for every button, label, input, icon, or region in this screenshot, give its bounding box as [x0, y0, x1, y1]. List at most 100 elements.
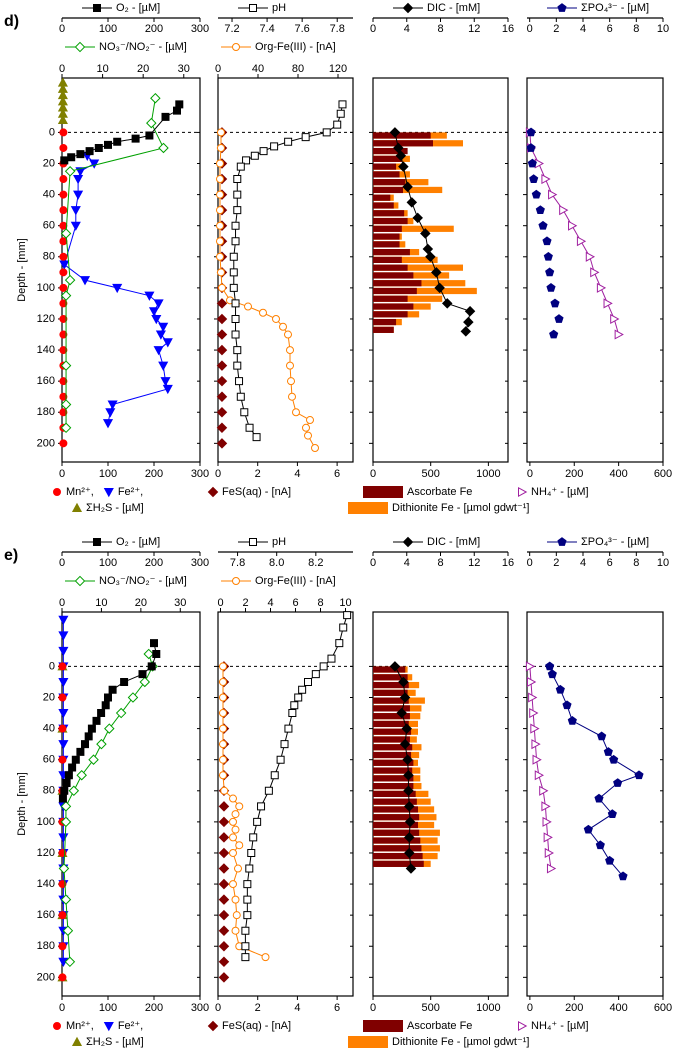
data-point [233, 361, 242, 370]
x-tick-label: 400 [609, 1002, 627, 1014]
x3-tick-label: 4 [267, 597, 273, 609]
plot-frame [526, 611, 664, 997]
data-point [58, 724, 67, 733]
x2-tick-label: 10 [657, 557, 669, 569]
data-point [112, 283, 123, 294]
x3-tick-label: 0 [59, 597, 65, 609]
data-point [525, 661, 536, 672]
data-point [306, 416, 314, 425]
data-point [562, 700, 572, 710]
bar [373, 233, 400, 240]
bar [373, 140, 433, 147]
x-tick-label: 500 [422, 1002, 440, 1014]
y-tick-label: 200 [37, 971, 55, 983]
data-point [107, 400, 118, 410]
legend-marker [557, 537, 567, 546]
data-point [236, 162, 245, 171]
bar [373, 713, 410, 720]
data-point [218, 940, 230, 952]
bar [373, 202, 394, 209]
data-point [60, 801, 72, 812]
data-point [231, 299, 240, 308]
data-point [76, 747, 85, 756]
data-point [233, 346, 242, 355]
x2-tick-label: 0 [370, 557, 376, 569]
data-point [158, 322, 169, 332]
data-point [60, 360, 72, 371]
bar [373, 287, 417, 295]
x2-tick-label: 10 [657, 23, 669, 35]
y-tick-label: 100 [37, 816, 55, 828]
data-point [398, 161, 409, 172]
x-tick-label: 600 [654, 468, 672, 480]
profile-line [233, 104, 343, 438]
data-point [420, 228, 431, 239]
data-point [104, 723, 115, 734]
x-tick-label: 6 [334, 1002, 340, 1014]
data-point [216, 237, 224, 246]
data-point [216, 344, 228, 356]
bar [373, 681, 409, 689]
data-point [60, 816, 72, 828]
data-point [559, 205, 569, 216]
data-point [120, 677, 129, 686]
data-point [59, 252, 68, 261]
x-tick-label: 0 [59, 1002, 65, 1014]
data-point [234, 864, 242, 873]
data-point [58, 880, 67, 889]
x-tick-label: 1000 [476, 1002, 500, 1014]
data-point [144, 291, 155, 301]
data-point [216, 391, 228, 402]
bar [373, 814, 420, 821]
data-point [104, 693, 112, 702]
data-point [97, 709, 106, 718]
data-point [218, 832, 230, 843]
data-point [218, 283, 226, 292]
legend-marker [402, 2, 414, 14]
legend-label: Org-Fe(III) - [nA] [255, 575, 336, 587]
bar [373, 666, 406, 673]
x3-tick-label: 10 [96, 63, 108, 75]
data-point [532, 754, 542, 765]
x3-tick-label: 0 [59, 63, 65, 75]
data-point [101, 701, 110, 710]
data-point [216, 375, 228, 387]
data-point [311, 444, 319, 453]
x3-tick-label: 0 [215, 63, 221, 75]
data-point [284, 724, 293, 733]
x2-tick-label: 4 [404, 557, 410, 569]
data-point [219, 755, 227, 764]
data-point [298, 685, 307, 694]
data-point [152, 649, 161, 658]
data-point [431, 267, 442, 278]
data-point [252, 433, 261, 442]
data-point [64, 166, 76, 177]
data-point [148, 307, 160, 317]
x3-tick-label: 80 [292, 63, 304, 75]
data-point [399, 692, 411, 703]
data-point [150, 92, 161, 104]
legend-marker [53, 488, 61, 496]
data-point [548, 189, 558, 200]
legend-label: Ascorbate Fe [407, 1020, 472, 1032]
data-point [270, 771, 279, 780]
bar [373, 249, 410, 256]
data-point [555, 684, 565, 694]
data-point [595, 840, 605, 850]
data-point [259, 147, 268, 156]
data-point [218, 956, 230, 968]
profile-line [65, 98, 165, 428]
bar [373, 829, 420, 836]
data-point [218, 801, 230, 812]
data-point [67, 153, 76, 162]
bar [373, 272, 414, 279]
data-point [526, 676, 537, 688]
bar [373, 287, 477, 295]
data-point [594, 793, 604, 803]
x-tick-label: 1000 [476, 468, 500, 480]
data-point [597, 731, 607, 741]
data-point [59, 190, 68, 199]
data-point [538, 220, 548, 230]
data-point [64, 771, 73, 780]
y-axis-label: Depth - [mm] [16, 772, 28, 836]
